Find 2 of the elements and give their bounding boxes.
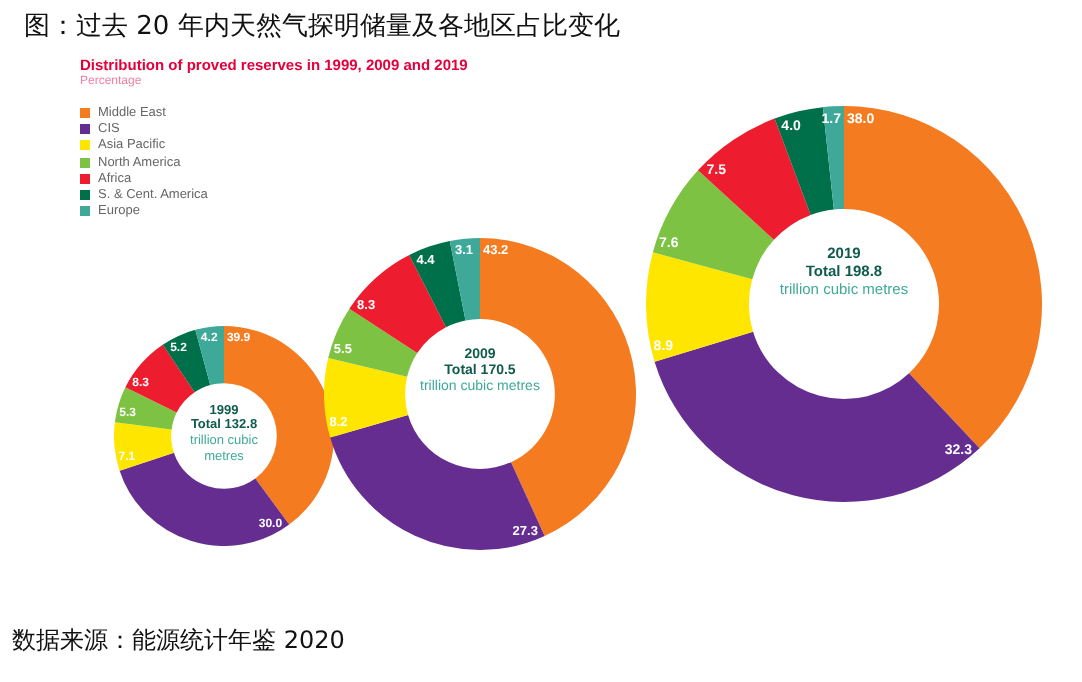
text: 图：过去 20 年内天然气探明储量及各地区占比变化 (24, 10, 620, 44)
source-note: 数据来源：能源统计年鉴 2020 (12, 624, 345, 658)
